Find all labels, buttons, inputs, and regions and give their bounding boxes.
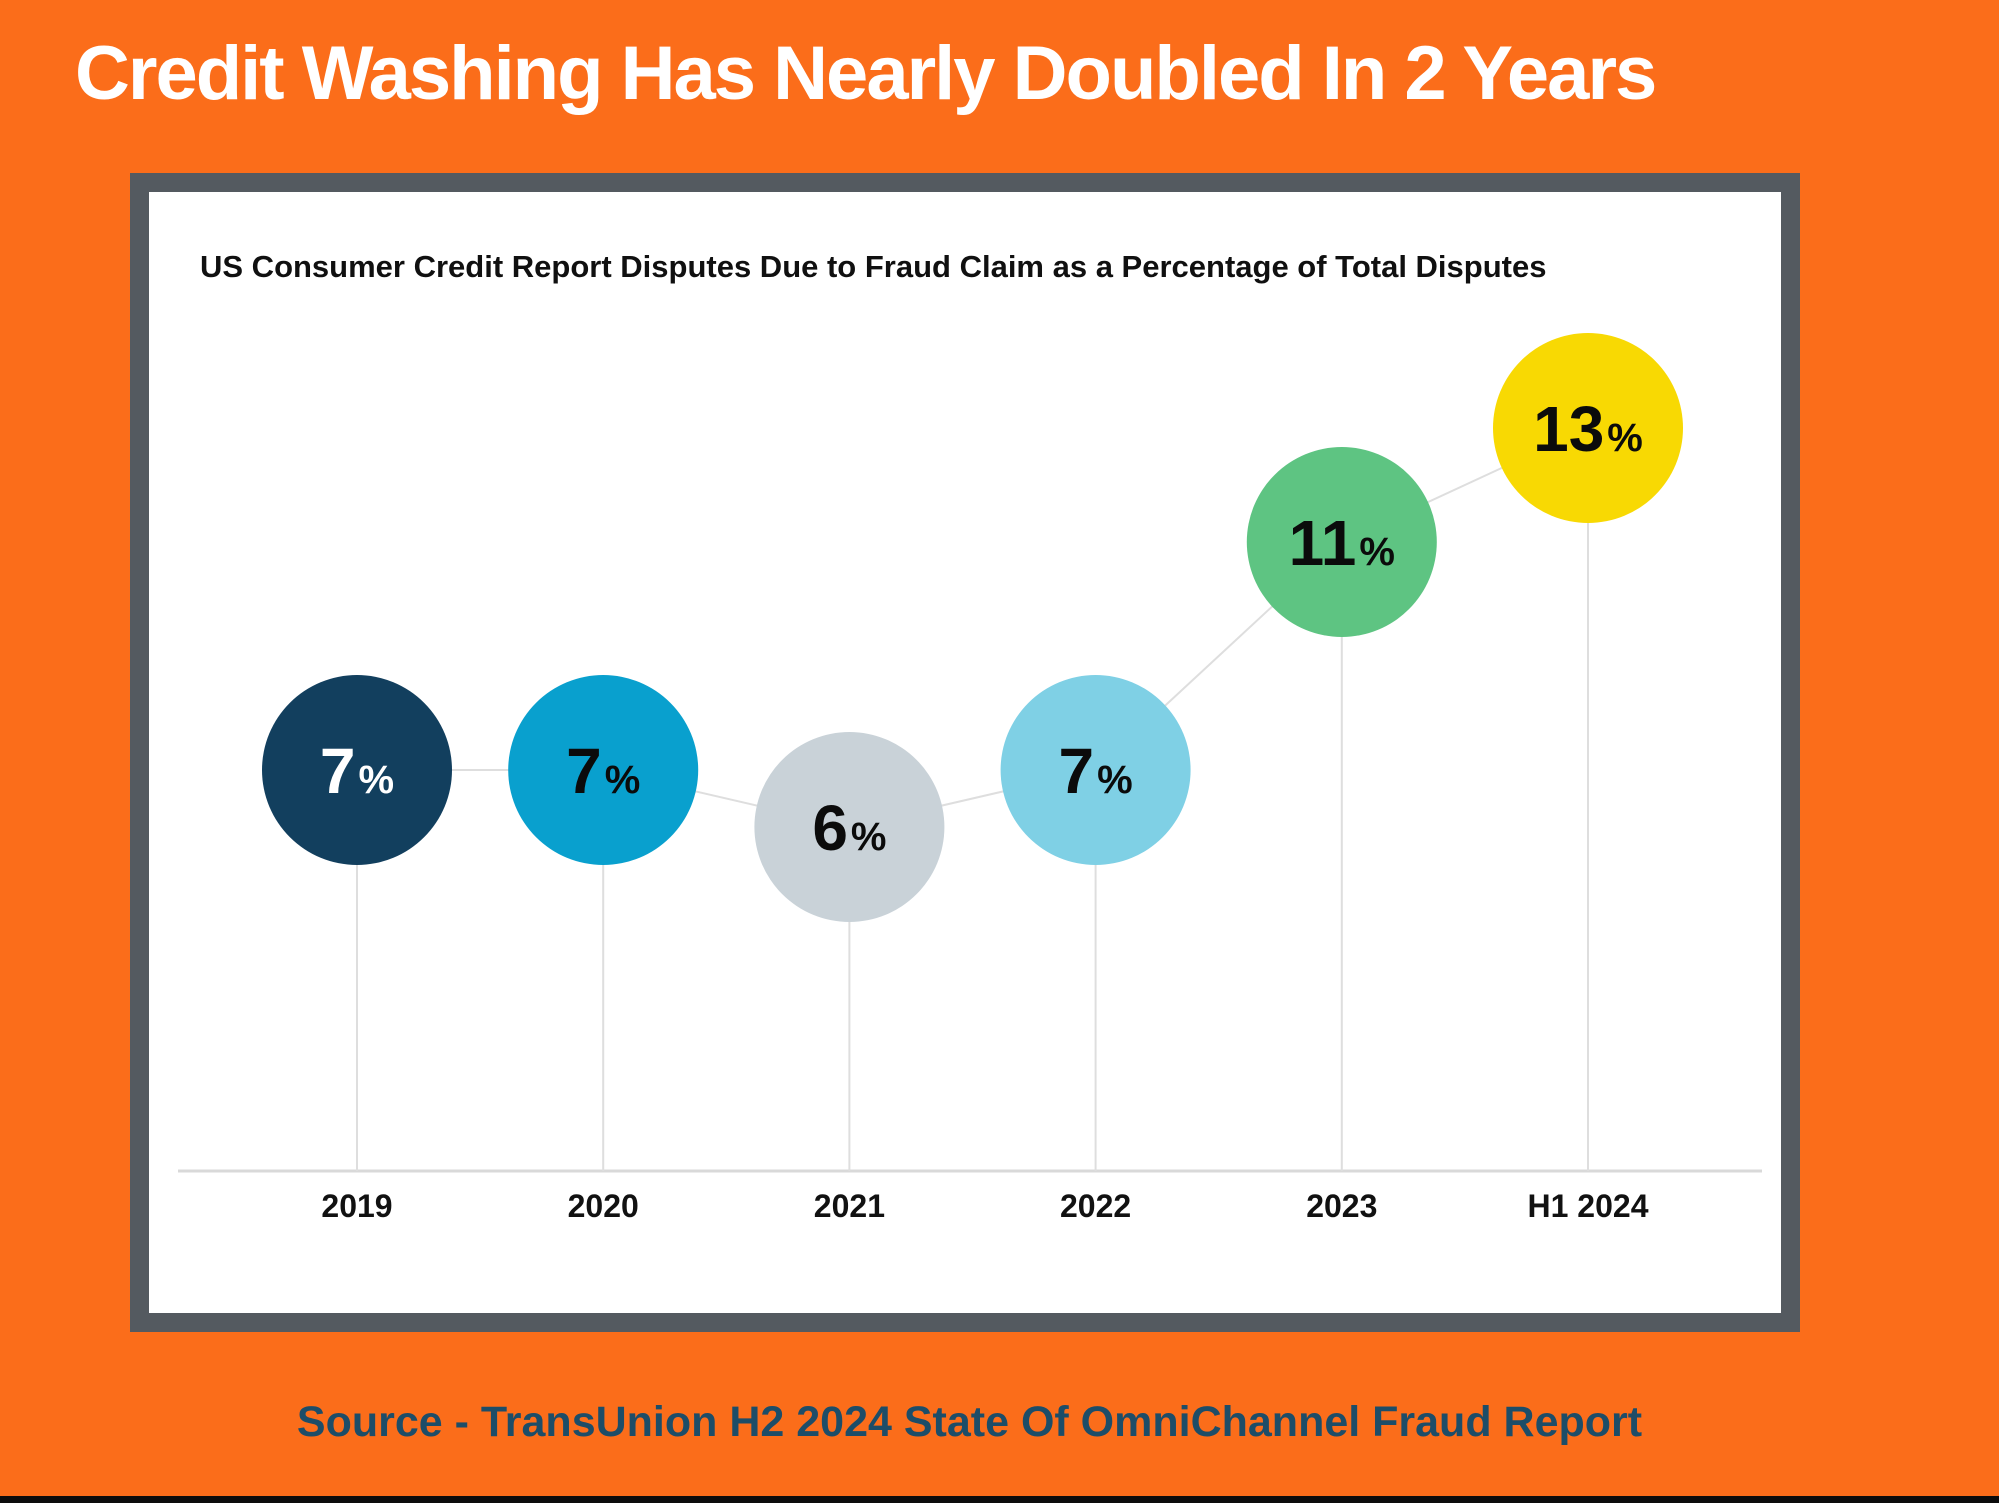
source-attribution: Source - TransUnion H2 2024 State Of Omn…	[296, 1398, 1643, 1446]
bottom-bar	[0, 1496, 1999, 1503]
page-title: Credit Washing Has Nearly Doubled In 2 Y…	[75, 31, 1657, 116]
chart-title: US Consumer Credit Report Disputes Due t…	[200, 249, 1547, 284]
chart-card: US Consumer Credit Report Disputes Due t…	[130, 173, 1800, 1332]
